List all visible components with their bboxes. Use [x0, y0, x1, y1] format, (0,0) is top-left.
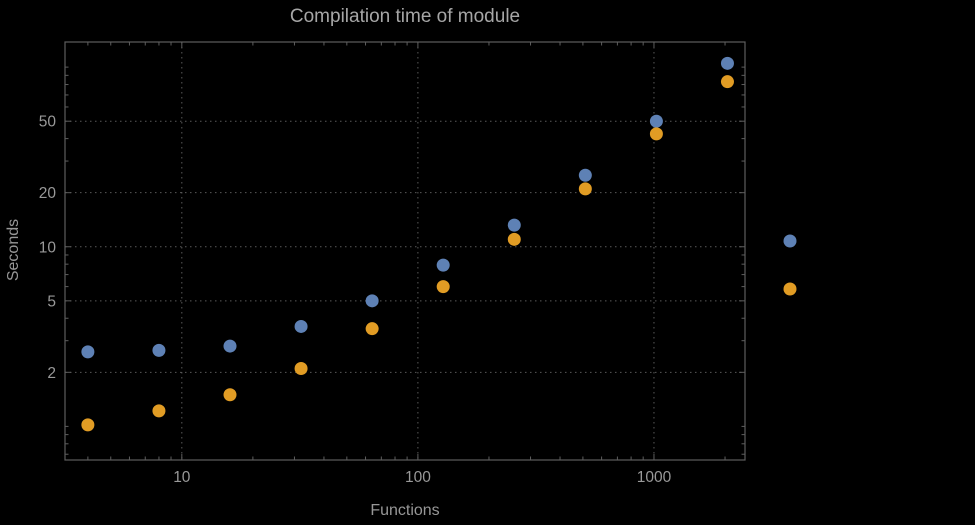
- data-point-series-1: [507, 218, 521, 232]
- legend-marker-series-2: [783, 282, 797, 296]
- data-point-series-1: [649, 114, 663, 128]
- data-point-series-2: [81, 418, 95, 432]
- y-axis-label: Seconds: [5, 218, 22, 282]
- data-point-series-2: [578, 182, 592, 196]
- y-tick-label: 5: [47, 293, 56, 310]
- data-point-series-1: [81, 345, 95, 359]
- data-point-series-2: [294, 362, 308, 376]
- data-point-series-1: [152, 343, 166, 357]
- data-point-series-1: [223, 339, 237, 353]
- data-point-series-2: [365, 322, 379, 336]
- x-tick-label: 1000: [637, 469, 672, 486]
- data-point-series-1: [294, 319, 308, 333]
- x-axis-label: Functions: [370, 502, 440, 519]
- data-point-series-2: [436, 280, 450, 294]
- data-point-series-2: [507, 232, 521, 246]
- data-point-series-1: [578, 168, 592, 182]
- data-point-series-2: [152, 404, 166, 418]
- legend-marker-series-1: [783, 234, 797, 248]
- data-point-series-1: [365, 294, 379, 308]
- data-point-series-1: [720, 56, 734, 70]
- y-tick-label: 50: [39, 114, 57, 131]
- data-point-series-2: [649, 127, 663, 141]
- data-point-series-2: [720, 75, 734, 89]
- y-tick-label: 10: [39, 239, 57, 256]
- chart-title: Compilation time of module: [289, 6, 521, 27]
- plot-frame: [64, 41, 746, 461]
- x-tick-label: 100: [405, 469, 431, 486]
- data-point-series-1: [436, 258, 450, 272]
- y-tick-label: 20: [39, 185, 57, 202]
- data-point-series-2: [223, 388, 237, 402]
- y-tick-label: 2: [47, 365, 56, 382]
- x-tick-label: 10: [173, 469, 191, 486]
